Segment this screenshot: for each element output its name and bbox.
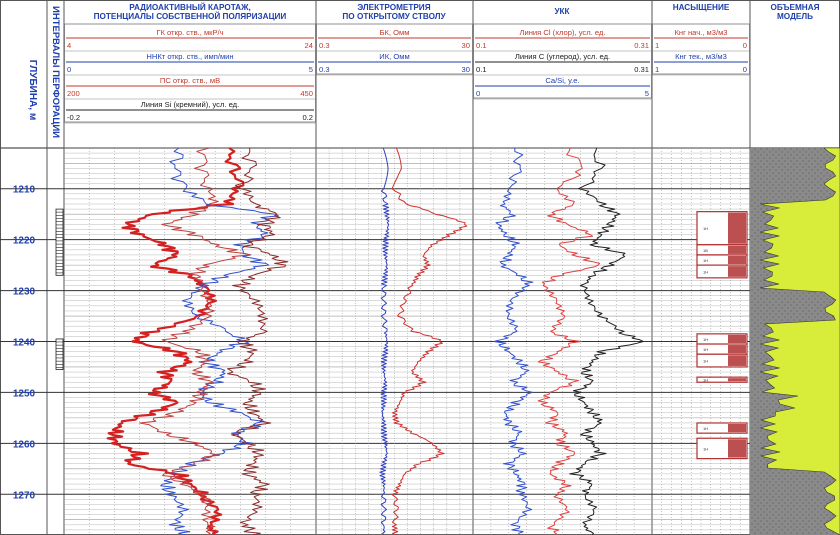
radio-track-title: РАДИОАКТИВНЫЙ КАРОТАЖ, ПОТЕНЦИАЛЫ СОБСТВЕ… [94,1,287,21]
sat-scale-1-max: 0 [743,65,747,74]
log-curves [106,147,644,535]
ukk-scale-2-label: Ca/Si, у.е. [545,76,579,85]
model-reservoir-fill [759,147,840,535]
sat-scale-1-min: 1 [655,65,659,74]
volume-model [750,147,840,535]
scale-boxes: ГК откр. ств., мкР/ч 4 24 ННКт откр. ств., … [64,23,750,124]
saturation-blocks: 1Н 1В 1Н 1Н 1Н 1Н 1Н 1Н 1Н 1Н [696,211,748,460]
electro-track-title: ЭЛЕКТРОМЕТРИЯ ПО ОТКРЫТОМУ СТВОЛУ [342,3,446,21]
saturation-label-9: 1Н [703,446,708,451]
ukk-scale-0-max: 0.31 [634,41,649,50]
saturation-fill-3 [728,266,746,277]
saturation-fill-8 [728,423,746,433]
saturation-track-title: НАСЫЩЕНИЕ [673,3,730,12]
ukk-scale-1-min: 0.1 [476,65,487,74]
saturation-label-1: 1В [703,248,708,253]
radio-scale-3-label: Линия Si (кремний), усл. ед. [141,100,239,109]
radio-scale-1-label: ННКт откр. ств., имп/мин [146,52,233,61]
perforation-interval-1 [55,338,64,370]
saturation-fill-7 [728,378,746,382]
radio-scale-0-label: ГК откр. ств., мкР/ч [156,28,223,37]
sat-scale-0-max: 0 [743,41,747,50]
model-title-line1: ОБЪЕМНАЯ [770,3,819,12]
ukk-scale-0-label: Линия Cl (хлор), усл. ед. [520,28,606,37]
radio-title-line1: РАДИОАКТИВНЫЙ КАРОТАЖ, [129,1,251,12]
radio-scale-2-min: 200 [67,89,80,98]
electro-scale-1-max: 30 [462,65,470,74]
electro-scale-1-min: 0.3 [319,65,330,74]
depth-tick-label: 1230 [13,287,36,298]
saturation-block-8 [696,422,748,434]
depth-tick-label: 1240 [13,338,36,349]
radio-scale-2-label: ПС откр. ств., мВ [160,76,220,85]
saturation-label-3: 1Н [703,269,708,274]
saturation-fill-2 [728,255,746,265]
depth-tick-label: 1270 [13,490,36,501]
radio-scale-0-max: 24 [305,41,313,50]
curve-radio-3 [227,147,289,535]
saturation-label-4: 1Н [703,337,708,342]
saturation-fill-9 [728,439,746,458]
depth-tick-label: 1260 [13,439,36,450]
depth-column-title: ГЛУБИНА, м [27,60,38,120]
saturation-fill-1 [728,245,746,254]
saturation-label-0: 1Н [703,226,708,231]
model-title-line2: МОДЕЛЬ [777,12,813,21]
electro-title-line1: ЭЛЕКТРОМЕТРИЯ [357,3,430,12]
radio-scale-2-max: 450 [300,89,313,98]
saturation-label-2: 1Н [703,258,708,263]
radio-scale-0-min: 4 [67,41,71,50]
radio-title-line2: ПОТЕНЦИАЛЫ СОБСТВЕННОЙ ПОЛЯРИЗАЦИИ [94,10,287,21]
saturation-label-6: 1Н [703,359,708,364]
curve-ukk-6 [537,147,601,535]
saturation-label-8: 1Н [703,426,708,431]
saturation-fill-6 [728,355,746,366]
ukk-scale-0-min: 0.1 [476,41,487,50]
saturation-fill-4 [728,334,746,344]
depth-tick-label: 1210 [13,185,36,196]
electro-title-line2: ПО ОТКРЫТОМУ СТВОЛУ [342,12,446,21]
perforation-intervals [55,208,64,370]
saturation-label-5: 1Н [703,347,708,352]
saturation-label-7: 1Н [703,378,708,383]
radio-scale-3-min: -0.2 [67,113,80,122]
ukk-scale-1-max: 0.31 [634,65,649,74]
radio-scale-1-min: 0 [67,65,71,74]
scale-box-2 [473,23,652,99]
ukk-scale-2-max: 5 [645,89,649,98]
ukk-scale-2-min: 0 [476,89,480,98]
curve-radio-0 [106,147,245,535]
perf-column-title: ИНТЕРВАЛЫ ПЕРФОРАЦИИ [50,6,61,138]
saturation-fill-5 [728,345,746,354]
radio-scale-1-max: 5 [309,65,313,74]
ukk-track-title: УКК [554,7,570,16]
radio-scale-3-max: 0.2 [302,113,313,122]
perforation-interval-0 [55,208,64,276]
scale-box-3 [652,23,750,75]
electro-scale-0-max: 30 [462,41,470,50]
curve-electro-5 [379,147,390,535]
saturation-block-7 [696,376,748,383]
sat-scale-1-label: Кнг тек., м3/м3 [675,52,727,61]
sat-scale-0-min: 1 [655,41,659,50]
saturation-fill-0 [728,212,746,244]
electro-scale-0-min: 0.3 [319,41,330,50]
curve-electro-4 [391,147,468,535]
electro-scale-0-label: БК, Омм [380,28,410,37]
depth-tick-label: 1250 [13,388,36,399]
ukk-scale-1-label: Линия C (углерод), усл. ед. [515,52,610,61]
depth-tick-label: 1220 [13,236,36,247]
sat-scale-0-label: Кнг нач., м3/м3 [674,28,727,37]
scale-box-1 [316,23,473,75]
curve-radio-2 [139,147,251,535]
electro-scale-1-label: ИК, Омм [379,52,409,61]
curve-ukk-7 [569,147,644,535]
model-track-title: ОБЪЕМНАЯ МОДЕЛЬ [770,3,819,21]
curve-ukk-8 [493,148,534,535]
depth-labels: 1210 1220 1230 1240 1250 1260 1270 [13,185,36,502]
scale-box-0 [64,23,316,123]
